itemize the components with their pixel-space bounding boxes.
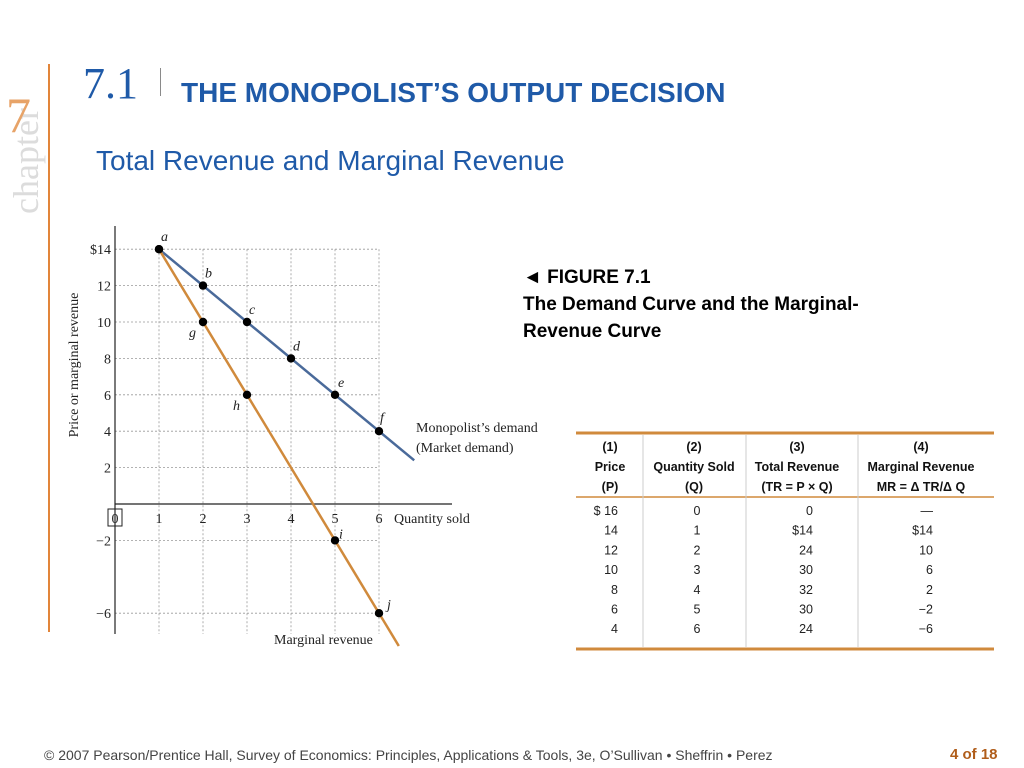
- table-cell: 6: [926, 563, 933, 577]
- marginal-revenue-curve: [157, 248, 400, 647]
- section-title: THE MONOPOLIST’S OUTPUT DECISION: [181, 77, 726, 108]
- table-header-cell: (2): [686, 440, 701, 454]
- x-tick-label: 2: [200, 512, 207, 527]
- revenue-table: (1) Price (P) (2) Quantity Sold (Q) (3) Total R…: [576, 431, 994, 651]
- x-tick-label: 5: [332, 512, 339, 527]
- figure-label: ◄ FIGURE 7.1: [523, 267, 651, 288]
- page-indicator: 4 of 18: [950, 746, 998, 763]
- figure-caption: ◄ FIGURE 7.1 The Demand Curve and the Ma…: [523, 264, 943, 345]
- y-tick-label: 2: [104, 462, 111, 477]
- demand-series-label: Monopolist’s demand: [416, 421, 538, 436]
- y-tick-label: 10: [97, 316, 111, 331]
- table-cell: 12: [604, 543, 618, 557]
- point-label: g: [189, 326, 196, 341]
- origin-box: [107, 508, 123, 527]
- table-cell: 1: [694, 524, 701, 538]
- y-axis-label: Price or marginal revenue: [67, 293, 82, 438]
- table-cell: $14: [912, 524, 933, 538]
- table-cell: 3: [694, 563, 701, 577]
- table-header-cell: Total Revenue: [755, 460, 840, 474]
- y-tick-label: $14: [90, 243, 111, 258]
- point-label: e: [338, 376, 344, 391]
- mr-point: [154, 245, 164, 254]
- x-tick-label: 0: [112, 512, 119, 527]
- demand-point: [242, 317, 252, 327]
- y-tick-label: 4: [104, 425, 111, 440]
- point-label: i: [339, 527, 343, 542]
- x-tick-label: 6: [376, 512, 383, 527]
- section-number: 7.1: [83, 59, 138, 108]
- demand-point: [198, 281, 208, 290]
- table-cell: 2: [926, 583, 933, 597]
- table-cell: $ 16: [594, 504, 618, 518]
- mr-point: [330, 536, 340, 545]
- table-header-cell: (P): [602, 480, 619, 494]
- point-label: a: [161, 230, 168, 245]
- table-cell: 24: [799, 543, 813, 557]
- section-separator: [160, 68, 161, 96]
- table-cell: −2: [919, 603, 933, 617]
- table-cell: —: [921, 504, 934, 518]
- table-cell: 2: [694, 543, 701, 557]
- table-cell: −6: [919, 622, 933, 636]
- table-cell: 30: [799, 563, 813, 577]
- point-label: d: [293, 339, 301, 354]
- figure-title: The Demand Curve and the Marginal- Reven…: [523, 294, 859, 342]
- point-label: f: [380, 411, 386, 426]
- table-cell: 10: [604, 563, 618, 577]
- demand-point: [330, 390, 340, 399]
- y-tick-label: −2: [96, 534, 111, 549]
- y-tick-label: 6: [104, 389, 111, 404]
- table-header-cell: (TR = P × Q): [761, 480, 832, 494]
- x-tick-label: 4: [288, 512, 295, 527]
- y-tick-label: 8: [104, 352, 111, 367]
- table-cell: 0: [694, 504, 701, 518]
- table-cell: 5: [694, 603, 701, 617]
- table-header-cell: (1): [602, 440, 617, 454]
- mr-point: [374, 609, 384, 618]
- demand-point: [286, 354, 296, 363]
- point-label: h: [233, 399, 240, 414]
- mr-point: [198, 317, 208, 327]
- table-cell: 6: [694, 622, 701, 636]
- table-cell: 14: [604, 524, 618, 538]
- point-label: b: [205, 267, 212, 282]
- table-header-cell: Marginal Revenue: [868, 460, 975, 474]
- table-cell: 10: [919, 543, 933, 557]
- table-cell: 4: [611, 622, 618, 636]
- chapter-divider: [48, 64, 50, 632]
- point-label: j: [385, 598, 391, 613]
- demand-point: [374, 427, 384, 436]
- table-header-cell: (3): [789, 440, 804, 454]
- chapter-number: 7: [6, 87, 31, 143]
- table-cell: 6: [611, 603, 618, 617]
- y-tick-label: 12: [97, 280, 111, 295]
- table-header-cell: Quantity Sold: [653, 460, 734, 474]
- y-tick-label: −6: [96, 607, 111, 622]
- demand-series-sublabel: (Market demand): [416, 441, 514, 456]
- table-header-cell: Price: [595, 460, 626, 474]
- table-cell: 32: [799, 583, 813, 597]
- mr-point: [242, 390, 252, 399]
- slide-subtitle: Total Revenue and Marginal Revenue: [96, 145, 565, 176]
- x-tick-label: 1: [156, 512, 163, 527]
- x-tick-label: 3: [244, 512, 251, 527]
- table-cell: 8: [611, 583, 618, 597]
- table-cell: 0: [806, 504, 813, 518]
- point-label: c: [249, 303, 256, 318]
- table-header-cell: (Q): [685, 480, 703, 494]
- mr-series-label: Marginal revenue: [274, 633, 373, 648]
- x-axis-label: Quantity sold: [394, 512, 470, 527]
- table-cell: 4: [694, 583, 701, 597]
- table-cell: $14: [792, 524, 813, 538]
- table-cell: 30: [799, 603, 813, 617]
- table-header-cell: MR = Δ TR/Δ Q: [877, 480, 966, 494]
- table-header-cell: (4): [913, 440, 928, 454]
- table-cell: 24: [799, 622, 813, 636]
- footer-credit: © 2007 Pearson/Prentice Hall, Survey of …: [44, 747, 773, 763]
